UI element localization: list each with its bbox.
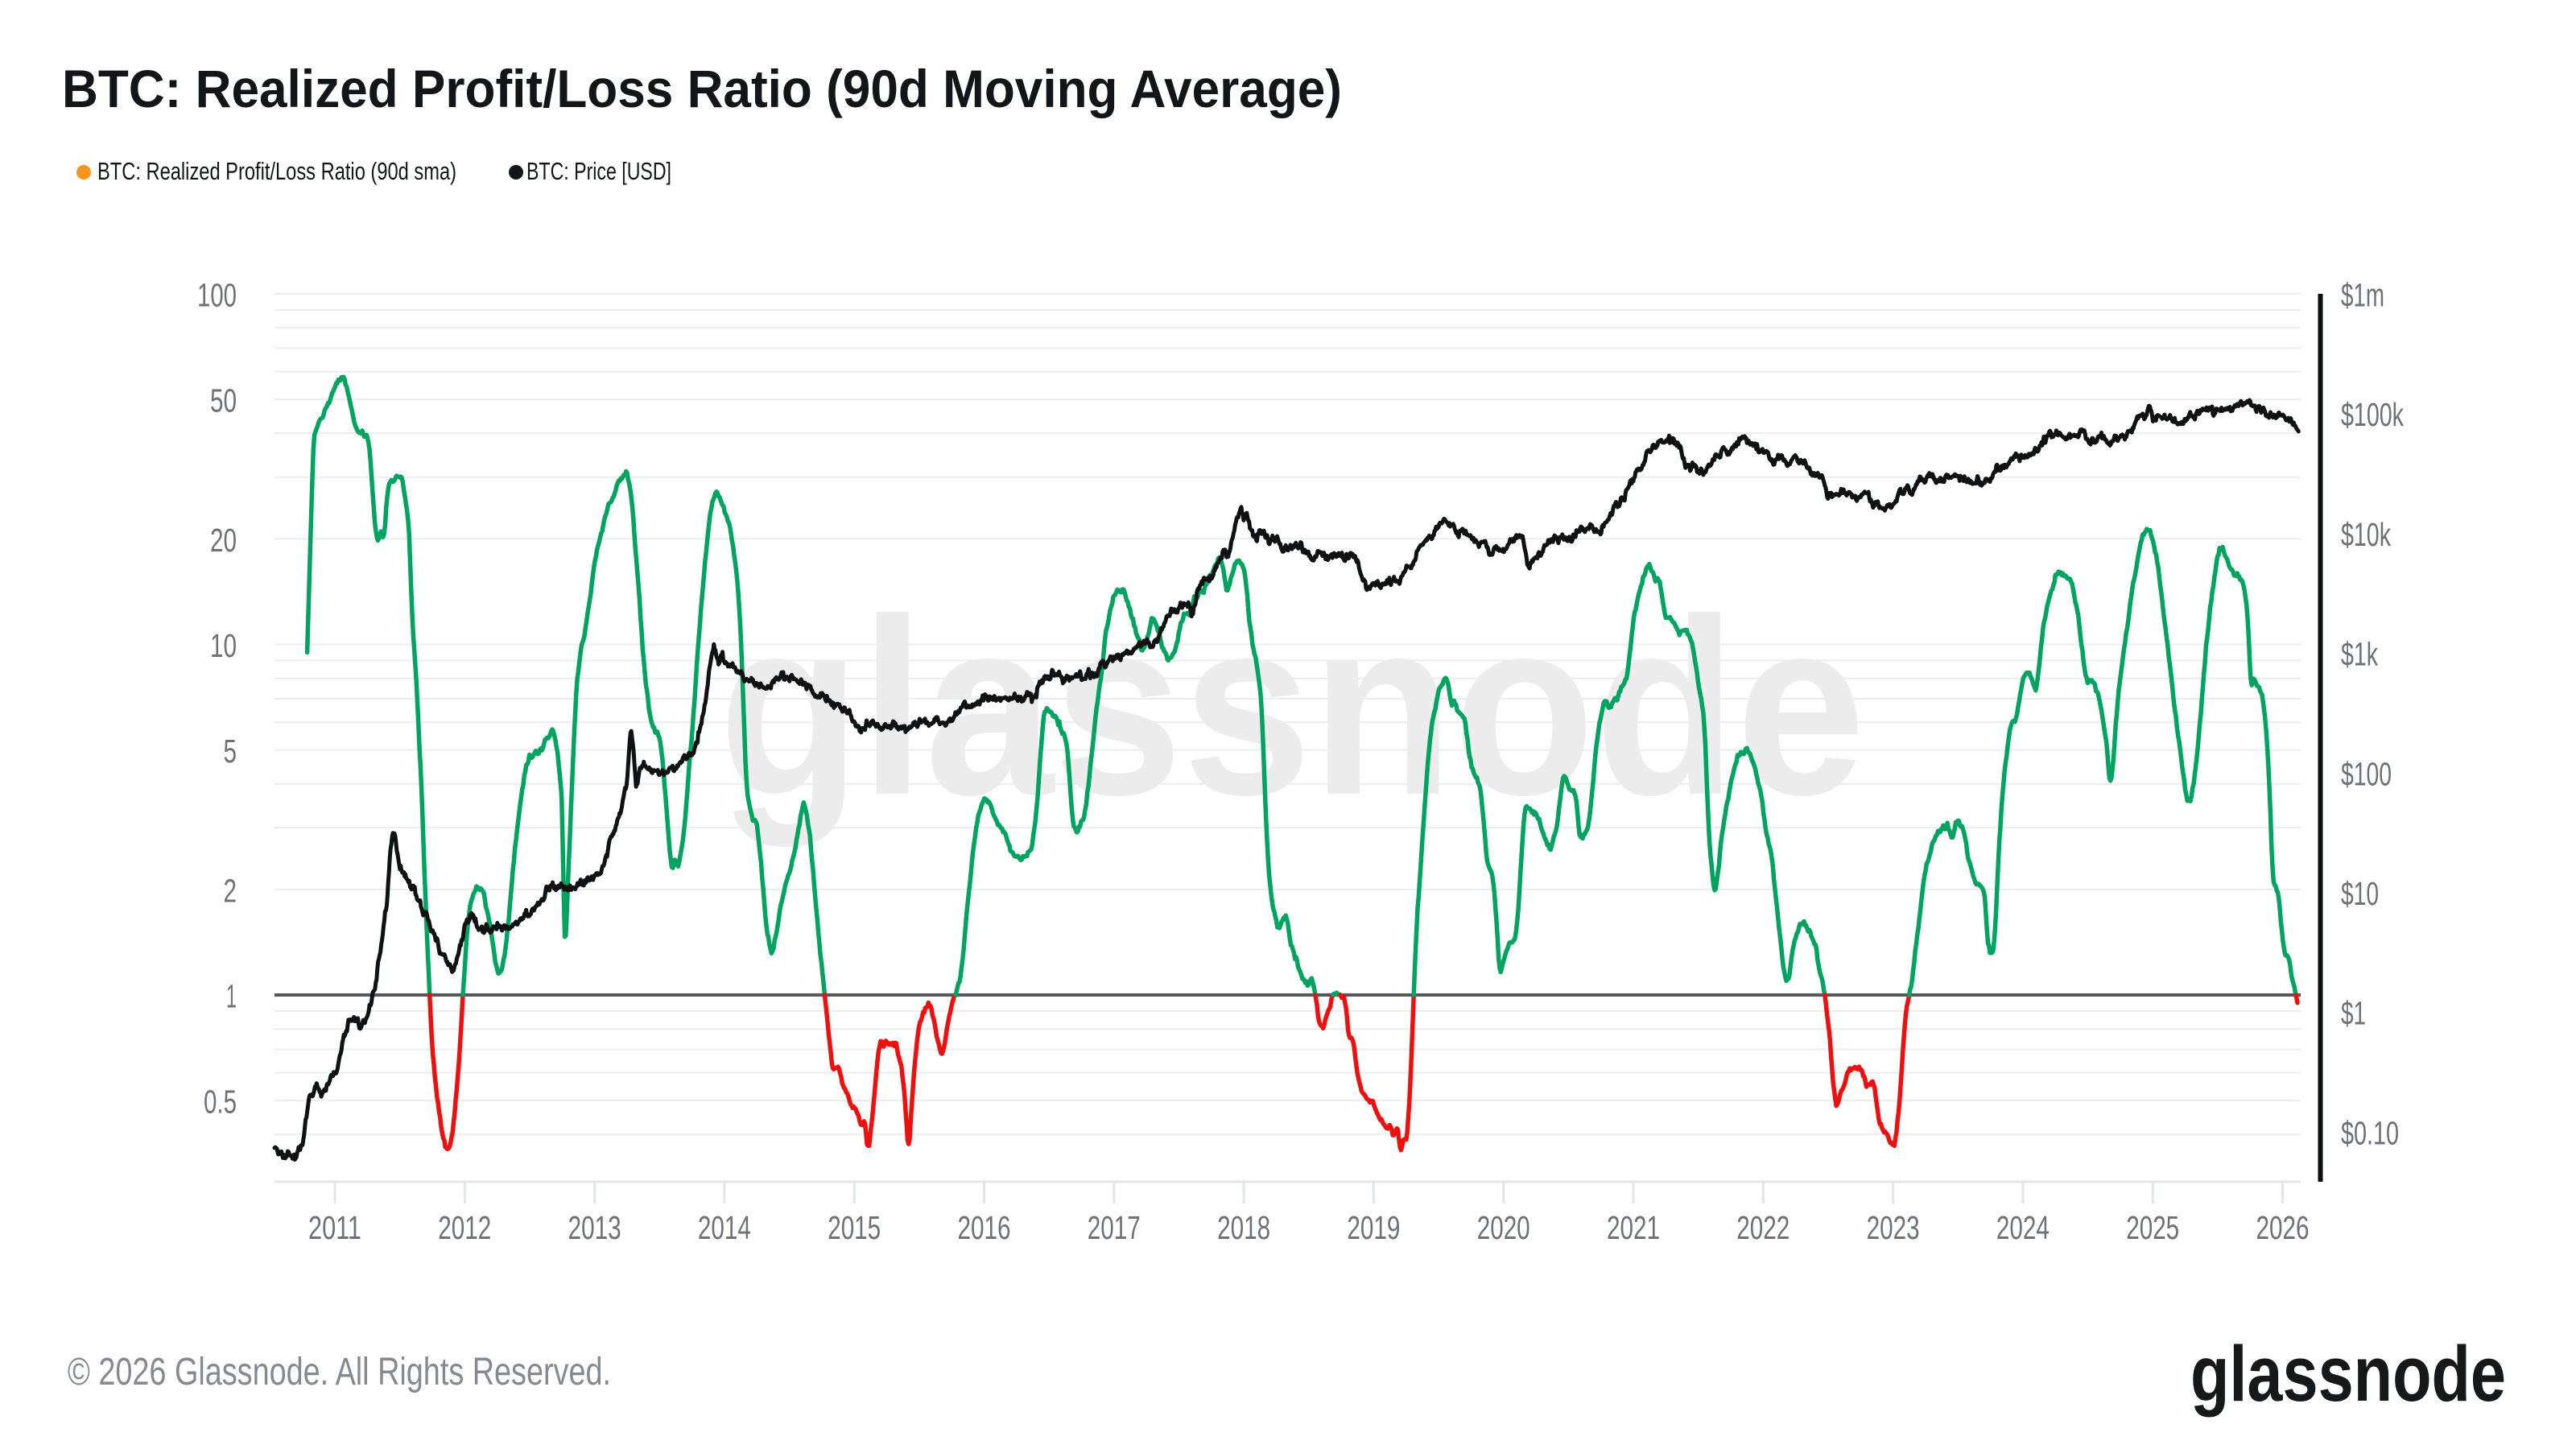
svg-text:BTC: Realized Profit/Loss Rati: BTC: Realized Profit/Loss Ratio (90d sma…: [97, 157, 456, 185]
svg-text:$1m: $1m: [2341, 277, 2384, 314]
svg-text:20: 20: [210, 522, 237, 559]
svg-text:2016: 2016: [958, 1209, 1011, 1246]
svg-text:$100: $100: [2341, 755, 2392, 792]
svg-text:$100k: $100k: [2341, 396, 2404, 433]
svg-text:2020: 2020: [1477, 1209, 1530, 1246]
svg-text:$10: $10: [2341, 875, 2379, 912]
svg-text:$10k: $10k: [2341, 516, 2391, 553]
svg-text:BTC: Price [USD]: BTC: Price [USD]: [526, 157, 671, 185]
svg-text:2012: 2012: [438, 1209, 491, 1246]
svg-text:BTC: Realized Profit/Loss Rati: BTC: Realized Profit/Loss Ratio (90d Mov…: [62, 59, 1342, 118]
svg-text:2024: 2024: [1996, 1209, 2050, 1246]
svg-text:2025: 2025: [2126, 1209, 2179, 1246]
svg-text:$0.10: $0.10: [2341, 1114, 2399, 1151]
svg-text:50: 50: [210, 382, 237, 419]
svg-text:0.5: 0.5: [204, 1084, 237, 1121]
svg-text:$1k: $1k: [2341, 636, 2378, 673]
svg-text:2015: 2015: [828, 1209, 881, 1246]
svg-text:1: 1: [226, 978, 237, 1015]
svg-text:$1: $1: [2341, 995, 2366, 1032]
svg-text:2019: 2019: [1347, 1209, 1400, 1246]
svg-text:2: 2: [224, 872, 237, 909]
svg-text:glassnode: glassnode: [2190, 1330, 2506, 1418]
svg-text:2026: 2026: [2256, 1209, 2310, 1246]
svg-text:5: 5: [224, 733, 237, 770]
svg-text:2018: 2018: [1217, 1209, 1270, 1246]
svg-text:2022: 2022: [1736, 1209, 1790, 1246]
svg-text:2011: 2011: [308, 1209, 361, 1246]
svg-text:glassnode: glassnode: [719, 568, 1865, 848]
svg-text:2021: 2021: [1607, 1209, 1660, 1246]
svg-text:2013: 2013: [568, 1209, 621, 1246]
svg-text:10: 10: [210, 627, 237, 664]
svg-text:100: 100: [197, 277, 237, 314]
svg-text:© 2026 Glassnode. All Rights R: © 2026 Glassnode. All Rights Reserved.: [68, 1351, 611, 1393]
svg-text:2017: 2017: [1088, 1209, 1141, 1246]
svg-text:2014: 2014: [698, 1209, 751, 1246]
svg-text:2023: 2023: [1867, 1209, 1920, 1246]
